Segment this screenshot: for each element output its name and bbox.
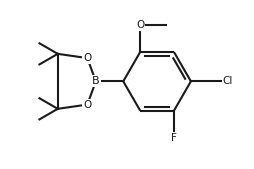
Text: O: O <box>83 53 91 63</box>
Text: O: O <box>83 100 91 110</box>
Text: B: B <box>92 76 99 86</box>
Text: O: O <box>136 20 144 30</box>
Text: Cl: Cl <box>222 76 232 86</box>
Text: F: F <box>170 133 176 143</box>
